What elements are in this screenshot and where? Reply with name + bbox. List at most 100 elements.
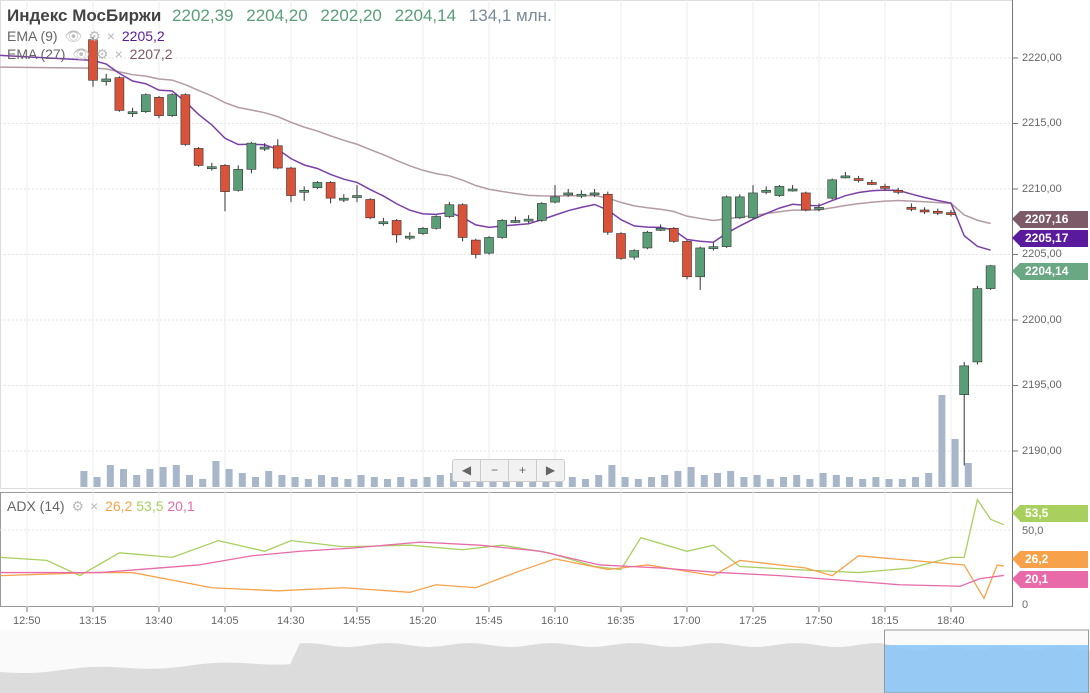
gear-icon[interactable]: ⚙: [96, 46, 109, 62]
minus-di-tag: 20,1: [1012, 571, 1088, 588]
candle-down: [668, 228, 679, 242]
volume-bar: [674, 471, 682, 487]
candle-up: [523, 218, 534, 222]
volume-bar: [199, 479, 207, 487]
candle-up: [167, 94, 177, 116]
adx-value: 53,5: [136, 498, 164, 514]
close-icon[interactable]: ×: [90, 498, 99, 514]
candle-down: [893, 190, 904, 193]
adx-axis-label: 50,0: [1022, 525, 1044, 537]
zoom-in-button[interactable]: +: [509, 460, 537, 481]
volume-bar: [780, 477, 787, 487]
eye-icon[interactable]: 👁: [64, 28, 83, 44]
close-value: 2204,14: [394, 6, 457, 25]
volume-bar: [595, 475, 603, 487]
candle-up: [563, 192, 574, 196]
volume-bar: [621, 477, 629, 487]
candle-down: [457, 204, 468, 238]
gear-icon[interactable]: ⚙: [71, 498, 85, 514]
candle-up: [589, 192, 600, 196]
price-axis-label: 2200,00: [1022, 314, 1062, 326]
volume-bar: [582, 479, 589, 487]
time-axis-label: 14:30: [277, 615, 305, 627]
candle-up: [378, 221, 389, 225]
adx-legend: ADX (14) ⚙ × 26,2 53,5 20,1: [7, 498, 195, 515]
volume-bar: [331, 477, 339, 487]
candle-down: [272, 145, 283, 169]
eye-icon[interactable]: 👁: [72, 46, 91, 62]
candle-up: [734, 196, 745, 219]
candle-down: [880, 186, 890, 189]
volume-bar: [634, 479, 642, 487]
volume-bar: [436, 475, 444, 487]
candle-up: [642, 231, 653, 249]
volume-bar: [753, 475, 761, 487]
candle-up: [246, 142, 257, 170]
volume-bar: [502, 479, 510, 487]
close-icon[interactable]: ×: [114, 46, 123, 62]
ema27-line: [0, 66, 991, 225]
candle-up: [655, 228, 666, 231]
close-icon[interactable]: ×: [106, 28, 115, 44]
volume-bar: [133, 475, 141, 487]
time-axis-label: 12:50: [13, 615, 41, 627]
price-axis-label: 2190,00: [1022, 445, 1062, 457]
candle-down: [682, 241, 692, 278]
candle-up: [418, 228, 428, 234]
scroll-left-button[interactable]: ◀: [453, 460, 481, 481]
candle-up: [233, 169, 243, 191]
candle-up: [312, 182, 323, 188]
time-axis-label: 17:50: [805, 615, 833, 627]
volume-bar: [384, 479, 391, 487]
volume-bar: [410, 479, 418, 487]
candle-down: [365, 199, 376, 219]
volume-bar: [727, 471, 735, 487]
navigator-window: [884, 629, 1089, 693]
adx-tag: 53,5: [1012, 505, 1088, 522]
candle-up: [536, 203, 547, 221]
price-axis-label: 2195,00: [1022, 379, 1062, 391]
candle-down: [853, 178, 864, 181]
candle-up: [695, 247, 706, 278]
ema9-price-tag: 2205,17: [1012, 230, 1088, 247]
volume-bar: [832, 475, 840, 487]
candle-down: [932, 210, 943, 214]
volume-bar: [291, 477, 299, 487]
volume-bar: [714, 473, 721, 487]
candle-up: [576, 193, 587, 197]
time-axis-label: 16:10: [541, 615, 569, 627]
volume-bar: [186, 475, 193, 487]
candle-down: [154, 97, 164, 116]
time-axis-label: 18:40: [937, 615, 965, 627]
time-axis-label: 17:00: [673, 615, 701, 627]
candle-down: [616, 233, 626, 259]
minus-di-line: [0, 541, 1004, 587]
gear-icon[interactable]: ⚙: [88, 28, 101, 44]
candle-up: [748, 192, 758, 219]
minus-di-value: 20,1: [167, 498, 195, 514]
candle-down: [470, 239, 481, 255]
plus-di-value: 26,2: [105, 498, 133, 514]
navigator-series: [0, 643, 1090, 693]
volume-bar: [252, 477, 259, 487]
time-axis-label: 13:15: [79, 615, 107, 627]
volume-bar: [766, 479, 774, 487]
candle-up: [352, 195, 362, 198]
volume-bar: [819, 473, 827, 487]
candle-up: [259, 146, 270, 150]
scroll-right-button[interactable]: ▶: [545, 463, 556, 477]
candle-down: [946, 212, 956, 215]
time-axis-label: 18:15: [871, 615, 899, 627]
candle-up: [101, 78, 111, 82]
low-value: 2202,20: [320, 6, 382, 25]
zoom-out-button[interactable]: −: [481, 460, 509, 481]
volume-bar: [648, 477, 655, 487]
volume-bar: [172, 465, 180, 487]
volume-bar: [304, 479, 312, 487]
ema27-legend: EMA (27) 👁 ⚙ × 2207,2: [7, 46, 173, 63]
price-panel-frame: [0, 0, 1013, 489]
price-axis-label: 2220,00: [1022, 52, 1062, 64]
candle-up: [721, 196, 732, 247]
volume-bar: [846, 477, 853, 487]
